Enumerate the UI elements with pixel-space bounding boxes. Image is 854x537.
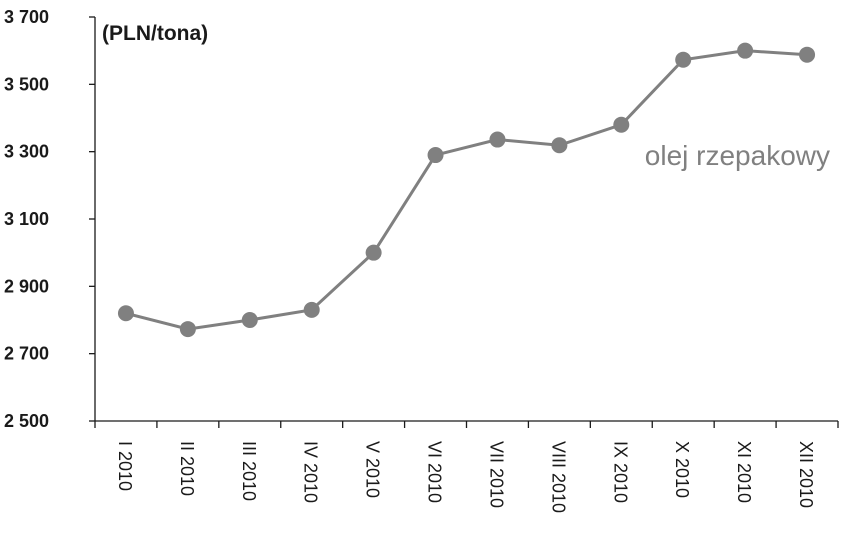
series-olej-rzepakowy [117,42,816,338]
x-tick-label: II 2010 [177,441,197,496]
x-tick-label: XI 2010 [734,441,754,503]
data-point [427,147,444,164]
y-tick-label: 3 300 [4,142,49,162]
data-point [303,301,320,318]
data-point [551,137,568,154]
y-tick-label: 3 500 [4,74,49,94]
data-point [489,131,506,148]
y-axis: 2 500 2 700 2 900 3 100 3 300 3 500 3 700 [4,7,96,431]
y-tick-label: 2 700 [4,344,49,364]
x-tick-label: XII 2010 [796,441,816,508]
y-tick-label: 3 100 [4,209,49,229]
x-tick-label: VIII 2010 [548,441,568,513]
x-tick-label: I 2010 [115,441,135,491]
x-tick-label: IX 2010 [610,441,630,503]
y-tick-label: 3 700 [4,7,49,27]
data-point [613,116,630,133]
x-tick-label: VI 2010 [425,441,445,503]
y-tick-label: 2 500 [4,411,49,431]
data-point [675,51,692,68]
x-tick-label: IV 2010 [301,441,321,503]
data-point [241,312,258,328]
x-tick-label: III 2010 [239,441,259,501]
data-point [179,321,196,338]
series-line [125,49,808,331]
x-tick-label: V 2010 [363,441,383,498]
data-point [117,305,134,322]
unit-label: (PLN/tona) [102,22,208,45]
data-point [365,244,382,261]
data-point [737,42,754,59]
y-tick-label: 2 900 [4,276,49,296]
data-point [799,46,816,63]
x-axis: I 2010 II 2010 III 2010 IV 2010 V 2010 VI 201… [94,420,839,513]
series-label: olej rzepakowy [645,140,830,171]
x-tick-label: X 2010 [672,441,692,498]
x-tick-label: VII 2010 [486,441,506,508]
